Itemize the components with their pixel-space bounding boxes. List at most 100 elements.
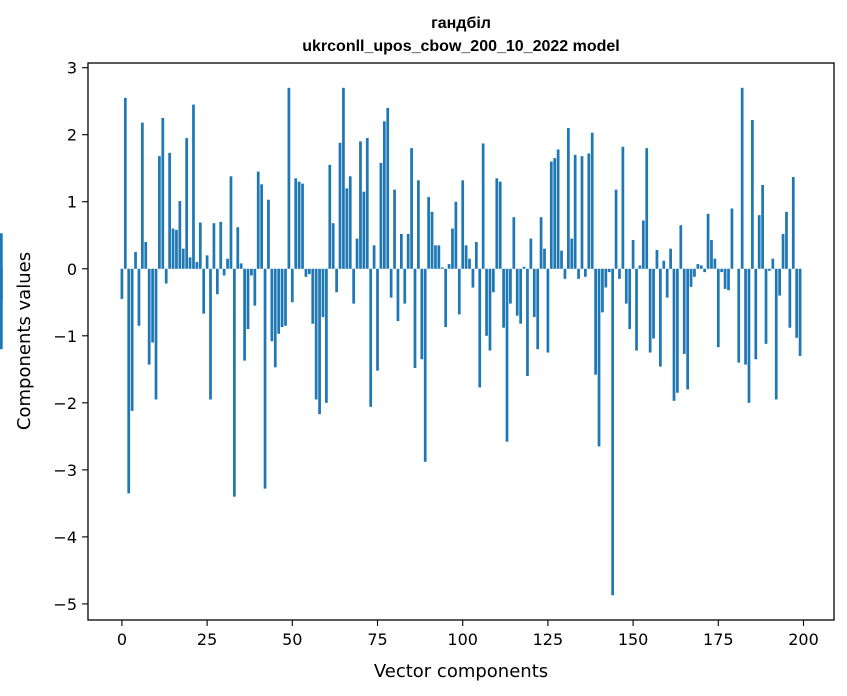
bar-79 bbox=[389, 268, 393, 298]
bar-59 bbox=[321, 268, 325, 318]
bar-50 bbox=[290, 268, 294, 303]
bar-92 bbox=[434, 245, 437, 269]
bar-125 bbox=[546, 268, 550, 353]
bar-126 bbox=[549, 161, 553, 269]
bar-2 bbox=[127, 268, 131, 494]
bar-105 bbox=[478, 268, 482, 388]
bar-31 bbox=[226, 258, 229, 269]
bar-4 bbox=[134, 252, 137, 269]
bar-82 bbox=[400, 233, 403, 269]
bar-78 bbox=[386, 107, 390, 269]
bar-64 bbox=[338, 142, 342, 269]
bar-103 bbox=[471, 268, 475, 288]
bar-undefined bbox=[0, 268, 3, 350]
bar-13 bbox=[164, 268, 168, 284]
bar-116 bbox=[515, 268, 519, 316]
bar-161 bbox=[669, 248, 672, 269]
bar-135 bbox=[580, 156, 584, 269]
bar-190 bbox=[768, 268, 771, 271]
bar-175 bbox=[716, 268, 720, 348]
bar-197 bbox=[791, 176, 795, 269]
bar-108 bbox=[488, 268, 492, 351]
bar-102 bbox=[468, 258, 471, 269]
bar-40 bbox=[256, 171, 260, 269]
bar-119 bbox=[526, 268, 529, 377]
bar-0 bbox=[120, 268, 124, 299]
bar-99 bbox=[457, 268, 461, 315]
bar-107 bbox=[485, 268, 488, 336]
bar-110 bbox=[495, 178, 499, 269]
bar-113 bbox=[505, 268, 509, 442]
bar-149 bbox=[628, 268, 632, 330]
bar-97 bbox=[451, 228, 454, 269]
bar-133 bbox=[573, 154, 577, 269]
bar-93 bbox=[437, 245, 441, 269]
y-tick-label: −1 bbox=[53, 327, 77, 346]
y-axis-ticks: 3 2 1 0 −1 −2 −3 −4 −5 bbox=[53, 59, 88, 614]
bar-98 bbox=[454, 201, 458, 269]
bar-122 bbox=[536, 268, 540, 350]
bar-129 bbox=[560, 250, 563, 269]
bar-22 bbox=[195, 262, 199, 269]
bars-group bbox=[0, 87, 802, 596]
bar-104 bbox=[474, 241, 478, 269]
bar-9 bbox=[151, 268, 154, 343]
x-tick-label: 125 bbox=[533, 630, 564, 649]
bar-166 bbox=[686, 268, 689, 390]
bar-60 bbox=[325, 268, 328, 403]
bar-168 bbox=[693, 268, 696, 277]
bar-3 bbox=[130, 268, 134, 411]
bar-96 bbox=[447, 264, 451, 269]
bar-undefined bbox=[0, 233, 3, 269]
bar-164 bbox=[679, 225, 683, 269]
bar-45 bbox=[273, 268, 277, 368]
bar-29 bbox=[219, 221, 223, 269]
bar-76 bbox=[379, 162, 383, 269]
bar-144 bbox=[611, 268, 615, 596]
bar-89 bbox=[423, 268, 427, 462]
bar-163 bbox=[676, 268, 679, 393]
bar-65 bbox=[342, 87, 345, 269]
bar-160 bbox=[665, 268, 669, 298]
bar-80 bbox=[393, 189, 396, 269]
bar-139 bbox=[594, 268, 597, 375]
y-tick-label: 0 bbox=[67, 260, 77, 279]
bar-91 bbox=[430, 211, 434, 269]
bar-37 bbox=[246, 268, 250, 330]
bar-157 bbox=[655, 250, 659, 269]
bar-70 bbox=[359, 141, 362, 269]
bar-27 bbox=[212, 223, 216, 269]
x-tick-label: 75 bbox=[367, 630, 387, 649]
bar-167 bbox=[689, 268, 693, 287]
bar-185 bbox=[751, 119, 754, 269]
bar-67 bbox=[348, 176, 352, 269]
x-tick-label: 100 bbox=[447, 630, 478, 649]
bar-81 bbox=[396, 268, 400, 322]
bar-25 bbox=[205, 255, 209, 269]
bar-28 bbox=[215, 268, 219, 295]
chart-subtitle: ukrconll_upos_cbow_200_10_2022 model bbox=[302, 38, 619, 55]
bar-58 bbox=[318, 268, 321, 415]
bar-159 bbox=[662, 260, 666, 269]
bar-182 bbox=[740, 87, 744, 269]
bar-71 bbox=[362, 191, 366, 269]
bar-120 bbox=[529, 238, 533, 269]
bar-137 bbox=[587, 153, 591, 269]
bar-42 bbox=[263, 268, 267, 489]
bar-112 bbox=[502, 268, 505, 328]
bar-6 bbox=[140, 122, 144, 269]
bar-171 bbox=[703, 268, 707, 273]
bar-140 bbox=[597, 268, 601, 447]
bar-178 bbox=[727, 268, 730, 291]
bar-5 bbox=[137, 268, 141, 326]
bar-115 bbox=[512, 217, 516, 269]
bar-101 bbox=[464, 245, 468, 269]
bar-174 bbox=[713, 258, 717, 269]
bar-176 bbox=[720, 268, 724, 273]
bar-8 bbox=[147, 268, 151, 365]
bar-158 bbox=[659, 268, 662, 367]
bar-10 bbox=[154, 268, 158, 400]
bar-106 bbox=[481, 143, 485, 269]
bar-114 bbox=[509, 268, 512, 304]
